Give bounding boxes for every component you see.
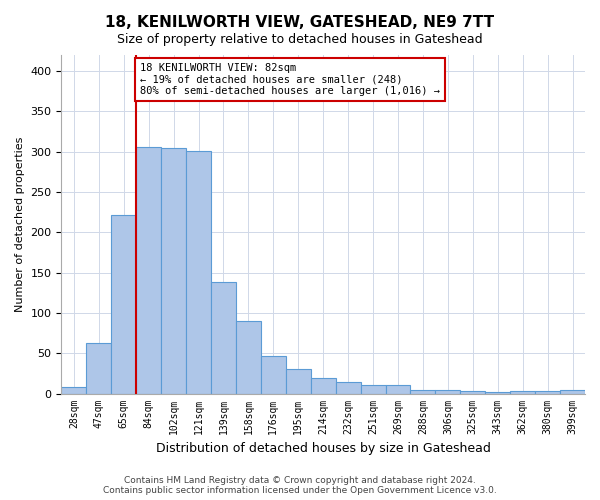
Bar <box>111 216 136 394</box>
Bar <box>86 343 111 394</box>
Bar <box>485 392 510 394</box>
X-axis label: Distribution of detached houses by size in Gateshead: Distribution of detached houses by size … <box>156 442 491 455</box>
Bar <box>161 148 186 394</box>
Bar <box>261 356 286 394</box>
Bar <box>510 391 535 394</box>
Bar <box>361 384 386 394</box>
Bar <box>410 390 436 394</box>
Y-axis label: Number of detached properties: Number of detached properties <box>15 136 25 312</box>
Bar <box>211 282 236 394</box>
Bar <box>436 390 460 394</box>
Bar <box>386 386 410 394</box>
Bar <box>236 321 261 394</box>
Text: Contains HM Land Registry data © Crown copyright and database right 2024.
Contai: Contains HM Land Registry data © Crown c… <box>103 476 497 495</box>
Bar <box>186 151 211 394</box>
Text: Size of property relative to detached houses in Gateshead: Size of property relative to detached ho… <box>117 32 483 46</box>
Text: 18, KENILWORTH VIEW, GATESHEAD, NE9 7TT: 18, KENILWORTH VIEW, GATESHEAD, NE9 7TT <box>106 15 494 30</box>
Bar <box>61 387 86 394</box>
Bar <box>136 147 161 394</box>
Bar <box>311 378 335 394</box>
Bar <box>560 390 585 394</box>
Bar <box>460 391 485 394</box>
Bar <box>286 370 311 394</box>
Bar <box>335 382 361 394</box>
Bar <box>535 391 560 394</box>
Text: 18 KENILWORTH VIEW: 82sqm
← 19% of detached houses are smaller (248)
80% of semi: 18 KENILWORTH VIEW: 82sqm ← 19% of detac… <box>140 63 440 96</box>
